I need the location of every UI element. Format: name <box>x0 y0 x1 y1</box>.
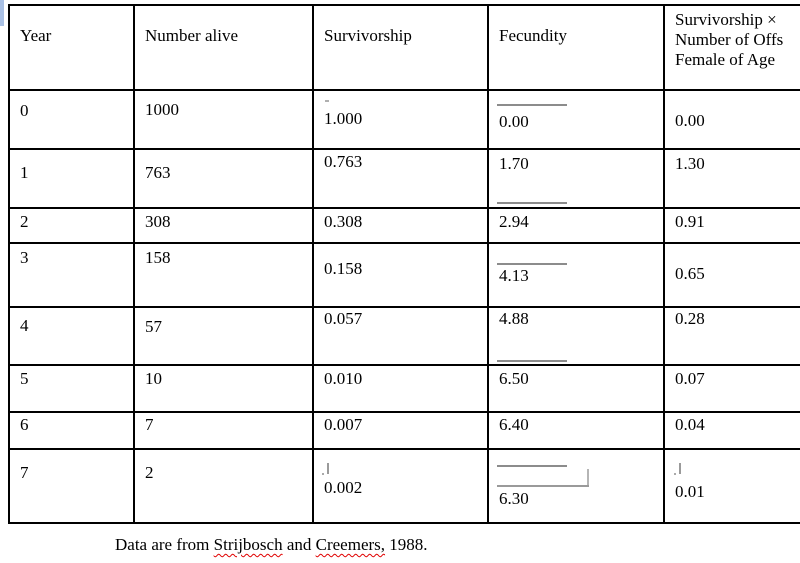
artifact-gray-line <box>497 465 567 467</box>
cell-year: 7 <box>8 448 135 524</box>
cell-survivorship: 0.002 <box>312 448 489 524</box>
cursor-tick-artifact <box>679 463 681 474</box>
text-cursor-artifact <box>0 0 4 26</box>
column-header-fecundity: Fecundity <box>487 4 665 91</box>
cell-number-alive: 308 <box>133 207 314 244</box>
table-row: 2 308 0.308 2.94 0.91 <box>8 207 800 244</box>
column-header-number-alive: Number alive <box>133 4 314 91</box>
cell-year: 3 <box>8 242 135 308</box>
cell-number-alive: 158 <box>133 242 314 308</box>
table-row: 0 1000 1.000 0.00 0.00 <box>8 89 800 150</box>
table-row: 7 2 0.002 6.30 0.01 <box>8 448 800 524</box>
column-header-survivorship: Survivorship <box>312 4 489 91</box>
cell-product: 1.30 <box>663 148 800 209</box>
cell-survivorship: 0.158 <box>312 242 489 308</box>
artifact-gray-line <box>497 104 567 106</box>
table-caption: Data are from Strijbosch and Creemers, 1… <box>115 535 428 555</box>
cell-year: 1 <box>8 148 135 209</box>
artifact-gray-line <box>497 202 567 204</box>
cell-product: 0.28 <box>663 306 800 366</box>
cell-number-alive: 1000 <box>133 89 314 150</box>
cell-product: 0.00 <box>663 89 800 150</box>
cell-product: 0.91 <box>663 207 800 244</box>
caption-text: and <box>282 535 316 554</box>
cursor-tick-artifact <box>327 463 329 474</box>
cell-number-alive: 10 <box>133 364 314 413</box>
cell-number-alive: 763 <box>133 148 314 209</box>
cell-survivorship: 0.308 <box>312 207 489 244</box>
cell-product: 0.65 <box>663 242 800 308</box>
table-row: 5 10 0.010 6.50 0.07 <box>8 364 800 413</box>
caption-text: Data are from <box>115 535 214 554</box>
cursor-tick-dot-artifact <box>322 473 324 475</box>
cell-fecundity: 6.40 <box>487 411 665 450</box>
cell-number-alive: 7 <box>133 411 314 450</box>
cell-number-alive: 2 <box>133 448 314 524</box>
caption-misspelled-word: Creemers, <box>315 535 386 554</box>
cell-year: 6 <box>8 411 135 450</box>
artifact-gray-line <box>497 485 589 487</box>
cell-product: 0.01 <box>663 448 800 524</box>
cell-year: 4 <box>8 306 135 366</box>
cell-year: 5 <box>8 364 135 413</box>
artifact-gray-corner <box>587 469 589 485</box>
cell-survivorship: 0.763 <box>312 148 489 209</box>
cell-survivorship: 1.000 <box>312 89 489 150</box>
cell-fecundity: 2.94 <box>487 207 665 244</box>
column-header-survivorship-x-offspring: Survivorship × Number of Offs Female of … <box>663 4 800 91</box>
cell-fecundity: 1.70 <box>487 148 665 209</box>
life-table: Year Number alive Survivorship Fecundity… <box>8 4 800 524</box>
table-row: 1 763 0.763 1.70 1.30 <box>8 148 800 209</box>
cell-survivorship: 0.057 <box>312 306 489 366</box>
table-row: 3 158 0.158 4.13 0.65 <box>8 242 800 308</box>
column-header-year: Year <box>8 4 135 91</box>
cell-survivorship: 0.010 <box>312 364 489 413</box>
cell-number-alive: 57 <box>133 306 314 366</box>
cursor-tick-dot-artifact <box>674 473 676 475</box>
cell-product: 0.07 <box>663 364 800 413</box>
artifact-gray-line <box>497 360 567 362</box>
cell-survivorship: 0.007 <box>312 411 489 450</box>
cell-year: 0 <box>8 89 135 150</box>
cell-fecundity: 4.13 <box>487 242 665 308</box>
caption-text: 1988. <box>385 535 428 554</box>
speck-artifact <box>325 100 329 102</box>
table-row: 4 57 0.057 4.88 0.28 <box>8 306 800 366</box>
header-row: Year Number alive Survivorship Fecundity… <box>8 4 800 91</box>
cell-fecundity: 0.00 <box>487 89 665 150</box>
cell-fecundity: 6.50 <box>487 364 665 413</box>
cell-fecundity: 6.30 <box>487 448 665 524</box>
cell-fecundity: 4.88 <box>487 306 665 366</box>
cell-year: 2 <box>8 207 135 244</box>
caption-misspelled-word: Strijbosch <box>213 535 283 554</box>
table-row: 6 7 0.007 6.40 0.04 <box>8 411 800 450</box>
artifact-gray-line <box>497 263 567 265</box>
cell-product: 0.04 <box>663 411 800 450</box>
